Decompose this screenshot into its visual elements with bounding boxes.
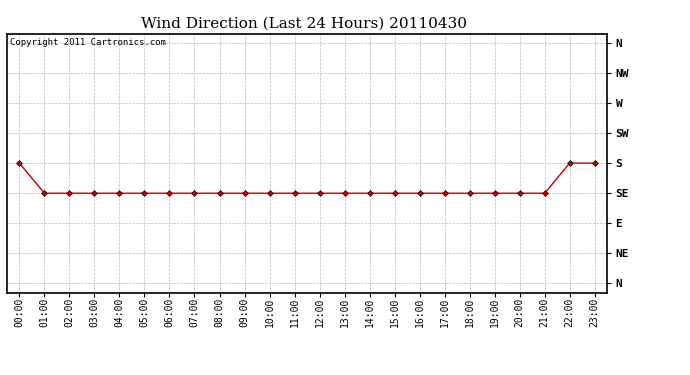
Text: Copyright 2011 Cartronics.com: Copyright 2011 Cartronics.com [10, 38, 166, 46]
Text: Wind Direction (Last 24 Hours) 20110430: Wind Direction (Last 24 Hours) 20110430 [141, 17, 466, 31]
